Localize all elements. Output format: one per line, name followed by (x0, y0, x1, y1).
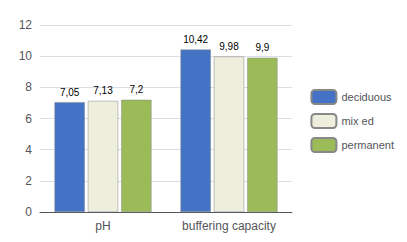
svg-text:permanent: permanent (341, 139, 394, 151)
svg-text:deciduous: deciduous (341, 91, 392, 103)
svg-text:8: 8 (25, 80, 32, 94)
svg-text:mix ed: mix ed (341, 115, 373, 127)
svg-text:10,42: 10,42 (183, 34, 208, 45)
svg-text:4: 4 (25, 143, 32, 157)
svg-text:pH: pH (95, 219, 110, 233)
svg-text:0: 0 (25, 205, 32, 219)
svg-text:10: 10 (19, 49, 33, 63)
svg-text:6: 6 (25, 112, 32, 126)
svg-text:2: 2 (25, 174, 32, 188)
svg-text:7,2: 7,2 (129, 84, 143, 95)
svg-text:9,9: 9,9 (255, 42, 269, 53)
svg-text:buffering capacity: buffering capacity (182, 219, 276, 233)
svg-text:12: 12 (19, 18, 33, 32)
svg-text:7,05: 7,05 (60, 87, 80, 98)
svg-text:7,13: 7,13 (93, 85, 113, 96)
svg-text:9,98: 9,98 (219, 41, 239, 52)
